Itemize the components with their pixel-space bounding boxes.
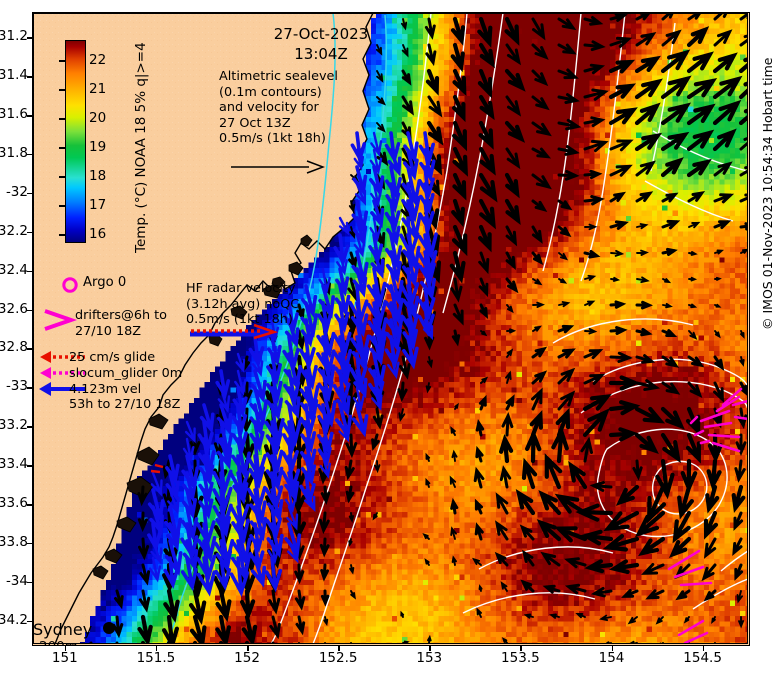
x-axis-tick-mark — [247, 646, 249, 651]
y-axis-tick-mark — [27, 387, 32, 389]
city-marker-icon — [103, 622, 115, 634]
colorbar-tick-label: 16 — [89, 226, 107, 242]
y-axis-tick-label: -31.8 — [0, 144, 28, 161]
colorbar-tick-label: 17 — [89, 197, 107, 213]
colorbar — [65, 40, 86, 243]
x-axis-tick-mark — [64, 646, 67, 651]
drifter-legend-label: drifters@6h to 27/10 18Z — [75, 308, 168, 339]
slocum-glider-icon — [40, 367, 85, 379]
y-axis-tick-label: -31.6 — [0, 106, 28, 123]
y-axis-tick-mark — [27, 465, 32, 467]
colorbar-tick-label: 18 — [89, 168, 107, 184]
y-axis-tick-mark — [27, 231, 32, 234]
x-axis-tick-mark — [429, 646, 431, 651]
y-axis-tick-label: -31.4 — [0, 67, 28, 84]
colorbar-tick — [59, 205, 65, 207]
hf-radar-vectors — [147, 131, 438, 598]
scale-bar-label: 200m — [39, 639, 78, 645]
colorbar-tick-label: 22 — [89, 52, 107, 68]
glide-25cms-icon — [40, 351, 85, 363]
x-axis-tick-label: 152 — [234, 650, 260, 666]
map-plot-area[interactable]: 22 21 20 19 18 17 16 Temp. (°C) NOAA 18 … — [32, 12, 750, 646]
glider-legend-icons — [39, 351, 85, 396]
drifter-legend-icon — [44, 309, 78, 331]
y-axis-tick-label: -32.4 — [0, 261, 28, 278]
map-canvas — [33, 13, 748, 644]
velocity-4-123m-icon — [39, 382, 85, 396]
drifter-tracks — [667, 387, 748, 644]
y-axis-tick-mark — [27, 192, 32, 195]
colorbar-tick — [59, 118, 65, 120]
x-axis-tick-label: 153.5 — [501, 650, 540, 666]
y-axis-tick-label: -33.2 — [0, 417, 28, 434]
altimetric-scale-arrow — [231, 160, 325, 174]
map-title-time: 13:04Z — [294, 45, 348, 63]
y-axis-tick-mark — [27, 581, 32, 584]
hf-radar-scale-arrow — [190, 323, 279, 341]
y-axis-tick-label: -32.2 — [0, 222, 28, 239]
y-axis-tick-label: -33.6 — [0, 495, 28, 512]
y-axis-tick-mark — [27, 115, 32, 117]
colorbar-tick-label: 20 — [89, 110, 107, 126]
x-axis-tick-label: 153 — [416, 650, 443, 666]
y-axis-tick-label: -33.8 — [0, 533, 28, 550]
y-axis-tick-label: -34 — [5, 572, 28, 589]
colorbar-tick — [59, 234, 65, 236]
coastline-detail — [92, 234, 313, 580]
argo-legend-label: Argo 0 — [83, 275, 127, 290]
colorbar-tick — [59, 176, 65, 178]
glider-track — [150, 463, 164, 474]
colorbar-label: Temp. (°C) NOAA 18 5% q|>=4 — [133, 42, 149, 253]
y-axis-tick-mark — [27, 426, 32, 428]
y-axis-tick-mark — [27, 76, 32, 78]
y-axis-tick-label: -32.8 — [0, 339, 28, 356]
y-axis-tick-mark — [27, 348, 32, 350]
y-axis-tick-mark — [27, 620, 32, 623]
x-axis-tick-label: 154.5 — [683, 650, 722, 666]
colorbar-tick — [59, 60, 65, 62]
x-axis-tick-label: 151.5 — [136, 650, 176, 666]
x-axis-tick-label: 151 — [51, 650, 78, 666]
x-axis-tick-mark — [611, 646, 613, 651]
x-axis-tick-mark — [155, 646, 158, 651]
y-axis-tick-label: -31.2 — [0, 28, 28, 45]
y-axis-tick-label: -33.4 — [0, 456, 28, 473]
map-title-date: 27-Oct-2023 — [273, 25, 369, 43]
y-axis-tick-mark — [27, 153, 32, 156]
map-title: 27-Oct-2023 13:04Z — [236, 24, 406, 64]
x-axis-tick-mark — [520, 646, 522, 651]
hf-radar-annotation: HF radar velocity (3.12h avg) noQC 0.5m/… — [186, 281, 300, 328]
x-axis-tick-mark — [338, 646, 340, 651]
colorbar-tick-label: 21 — [89, 81, 107, 97]
y-axis-tick-mark — [27, 542, 32, 545]
colorbar-tick — [59, 89, 65, 91]
y-axis-tick-label: -32.6 — [0, 300, 28, 317]
copyright-label: © IMOS 01-Nov-2023 10:54:34 Hobart time — [760, 57, 775, 330]
x-axis-tick-mark — [702, 646, 705, 651]
colorbar-tick-label: 19 — [89, 139, 107, 155]
y-axis-tick-mark — [27, 309, 32, 312]
y-axis-tick-mark — [27, 37, 32, 39]
city-label-sydney: Sydney — [33, 620, 93, 639]
y-axis-tick-mark — [27, 504, 32, 506]
altimetric-annotation: Altimetric sealevel (0.1m contours) and … — [219, 69, 338, 147]
y-axis-tick-label: -34.2 — [0, 611, 28, 628]
y-axis-tick-label: -32 — [5, 183, 28, 200]
y-axis-tick-label: -33 — [5, 378, 28, 395]
argo-marker-icon — [62, 277, 78, 293]
y-axis-tick-mark — [27, 270, 32, 273]
glider-legend-label: 25 cm/s glide slocum_glider 0m 4.123m ve… — [69, 350, 183, 413]
x-axis-tick-label: 152.5 — [318, 650, 358, 666]
colorbar-tick — [59, 147, 65, 149]
x-axis-tick-label: 154 — [598, 650, 625, 666]
